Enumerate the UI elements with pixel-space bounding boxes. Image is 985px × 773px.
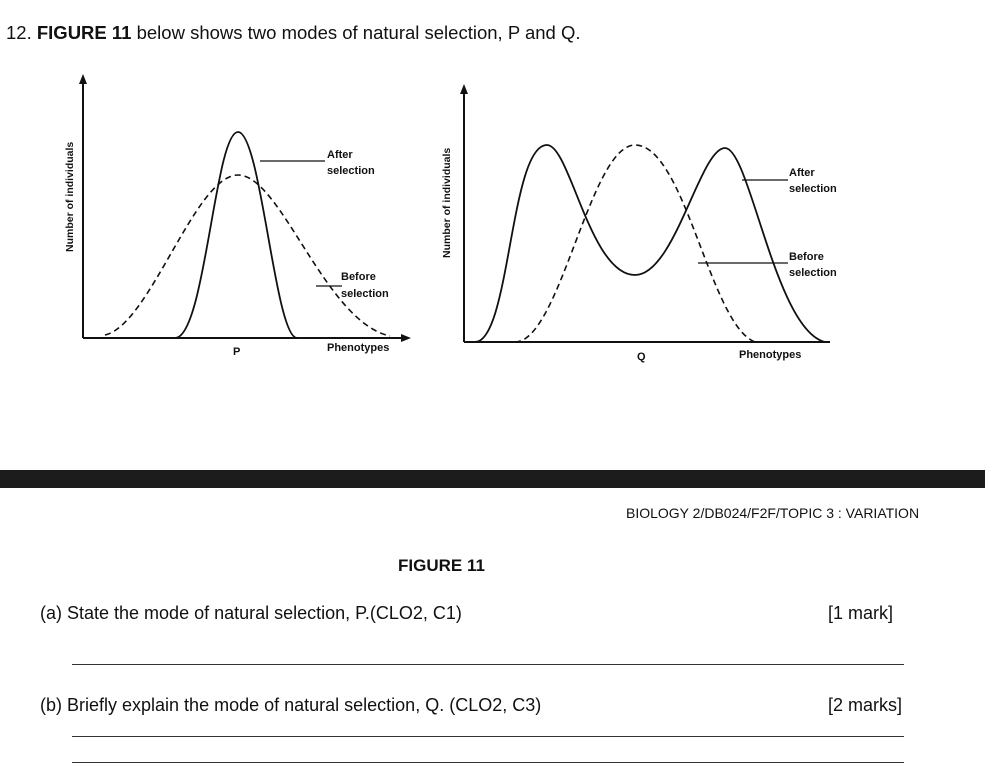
graph-q-figure: After selection Before selection Q Pheno… xyxy=(441,84,837,363)
graph-q-y-axis-label: Number of individuals xyxy=(441,148,453,258)
page-footer: BIOLOGY 2/DB024/F2F/TOPIC 3 : VARIATION xyxy=(626,505,920,521)
part-b-answer-line-1[interactable] xyxy=(72,736,904,737)
part-a-question: (a) State the mode of natural selection,… xyxy=(40,603,462,623)
page-divider-band xyxy=(0,470,985,488)
graph-q-before-label-1: Before xyxy=(789,251,824,263)
graph-p-before-curve xyxy=(104,174,391,337)
graph-p-y-axis-label: Number of individuals xyxy=(64,142,76,252)
graph-q-before-label-2: selection xyxy=(789,267,837,279)
graph-q-after-label-1: After xyxy=(789,167,815,179)
part-b-marks: [2 marks] xyxy=(828,695,903,715)
graph-q-before-curve xyxy=(514,144,756,343)
graph-p-figure: After selection Before selection P Pheno… xyxy=(64,74,411,358)
question-number: 12. xyxy=(6,22,32,43)
graph-q-after-curve xyxy=(474,144,826,343)
figure-reference: FIGURE 11 xyxy=(36,22,132,43)
part-a-marks: [1 mark] xyxy=(828,603,894,623)
graph-q-y-arrow xyxy=(460,84,468,94)
graph-p-after-label-1: After xyxy=(327,149,353,161)
question-intro: 12. FIGURE 11 below shows two modes of n… xyxy=(6,22,581,44)
graph-q-after-label-2: selection xyxy=(789,183,837,195)
graph-q-mode-label: Q xyxy=(637,351,646,363)
graph-p-before-label-1: Before xyxy=(341,271,376,283)
part-a-answer-line[interactable] xyxy=(72,664,904,665)
graph-p: After selection Before selection P Pheno… xyxy=(55,70,415,370)
graph-p-before-label-2: selection xyxy=(341,288,389,300)
question-text: below shows two modes of natural selecti… xyxy=(136,22,581,43)
graph-p-x-arrow xyxy=(401,334,411,342)
graph-q: After selection Before selection Q Pheno… xyxy=(430,80,860,380)
graph-p-mode-label: P xyxy=(233,346,240,358)
graph-p-x-axis-label: Phenotypes xyxy=(327,342,389,354)
graph-q-x-axis-label: Phenotypes xyxy=(739,349,801,361)
figure-title: FIGURE 11 xyxy=(398,556,485,575)
graph-p-after-curve xyxy=(174,131,298,339)
graph-p-after-label-2: selection xyxy=(327,165,375,177)
graph-p-y-arrow xyxy=(79,74,87,84)
part-b-answer-line-2[interactable] xyxy=(72,762,904,763)
part-b-question: (b) Briefly explain the mode of natural … xyxy=(40,695,542,715)
